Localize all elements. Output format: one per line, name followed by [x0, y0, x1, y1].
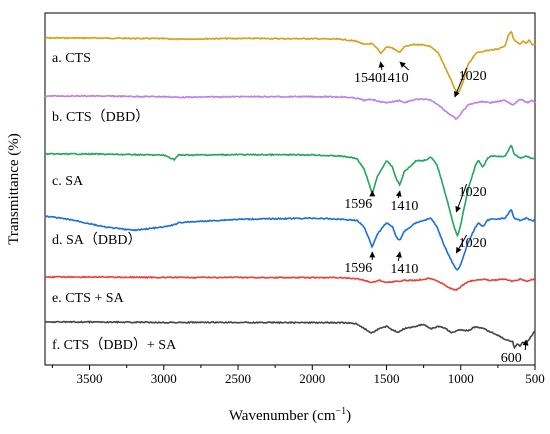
- x-tick-label: 1500: [374, 371, 400, 386]
- peak-arrow: [522, 339, 529, 351]
- peak-arrow: [455, 234, 468, 254]
- peak-arrow: [455, 183, 468, 213]
- peak-arrow: [395, 190, 402, 199]
- y-axis-title: Transmittance (%): [6, 133, 22, 245]
- x-tick-label: 3500: [77, 371, 103, 386]
- peak-label-1596: 1596: [344, 197, 372, 212]
- series-label-c: c. SA: [52, 174, 84, 189]
- x-tick-label: 500: [525, 371, 545, 386]
- x-axis-title-sup: −1: [336, 406, 347, 417]
- peak-label-1020: 1020: [459, 69, 487, 84]
- plot-frame: [44, 12, 536, 366]
- peak-label-1410: 1410: [390, 199, 418, 214]
- series-label-b: b. CTS（DBD）: [52, 109, 149, 125]
- series-line-a: [44, 30, 536, 94]
- peak-arrow: [454, 67, 468, 98]
- x-axis-title-end: ): [346, 408, 351, 424]
- peak-label-1596: 1596: [344, 261, 372, 276]
- series-line-c: [44, 144, 535, 238]
- peak-arrow: [396, 251, 402, 262]
- series-label-d: d. SA（DBD）: [52, 232, 141, 248]
- peak-label-1540: 1540: [354, 71, 382, 86]
- x-tick-label: 1000: [448, 371, 474, 386]
- series-label-e: e. CTS + SA: [52, 291, 125, 306]
- peak-label-1410: 1410: [381, 71, 409, 86]
- peak-label-600: 600: [501, 351, 522, 366]
- x-tick-label: 2500: [225, 371, 251, 386]
- series-label-f: f. CTS（DBD）+ SA: [52, 337, 177, 353]
- x-axis-title-main: Wavenumber (cm: [229, 408, 336, 424]
- x-axis: 3500 3000 2500 2000 1500 1000 500: [51, 365, 545, 386]
- series-label-a: a. CTS: [52, 51, 91, 66]
- peak-arrow: [378, 61, 385, 71]
- peak-arrow: [399, 61, 410, 71]
- series-line-f: [44, 320, 536, 350]
- series-line-d: [44, 208, 536, 271]
- x-tick-label: 2000: [299, 371, 325, 386]
- peak-label-1020: 1020: [459, 236, 487, 251]
- x-axis-title: Wavenumber (cm−1): [229, 406, 351, 424]
- x-tick-label: 3000: [151, 371, 177, 386]
- series-line-e: [44, 275, 536, 292]
- series-labels: a. CTS b. CTS（DBD） c. SA d. SA（DBD） e. CTS +…: [52, 51, 177, 353]
- peak-label-1020: 1020: [459, 185, 487, 200]
- series-line-b: [44, 94, 536, 121]
- series-group: [44, 30, 536, 350]
- peak-label-1410: 1410: [390, 262, 418, 277]
